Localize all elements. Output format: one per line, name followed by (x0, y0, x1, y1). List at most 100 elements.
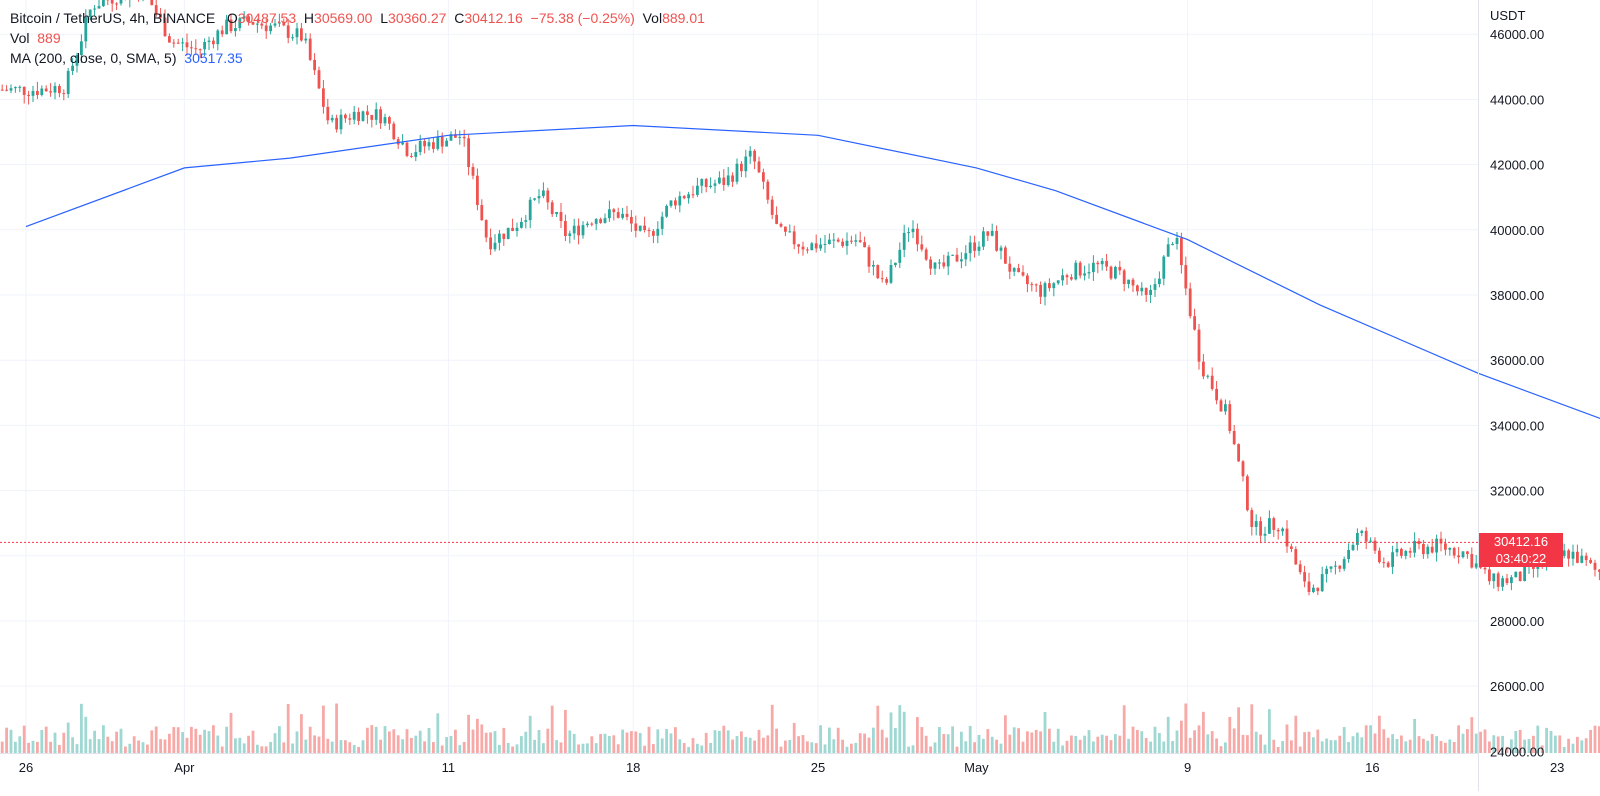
volume-bar (392, 729, 395, 753)
volume-bar (419, 731, 422, 753)
symbol-title[interactable]: Bitcoin / TetherUS, 4h, BINANCE (10, 10, 215, 26)
candle-body (617, 212, 620, 218)
candle-body (1061, 275, 1064, 280)
volume-bar (234, 738, 237, 753)
candle-body (1426, 547, 1429, 554)
price-axis-ticks[interactable]: 46000.0044000.0042000.0040000.0038000.00… (1490, 27, 1544, 759)
candle-body (1096, 263, 1099, 264)
volume-bar (370, 725, 373, 753)
volume-bar (511, 746, 514, 753)
volume-bar (868, 738, 871, 753)
volume-bar (982, 739, 985, 753)
volume-bar (1017, 728, 1020, 753)
candle-body (401, 143, 404, 145)
volume-bar (863, 734, 866, 753)
open-value: 30487.53 (238, 10, 296, 26)
volume-bar (1048, 729, 1051, 753)
volume-bar (194, 729, 197, 753)
volume-bar (718, 731, 721, 753)
candle-body (797, 244, 800, 246)
legend-ma-row[interactable]: MA (200, close, 0, SMA, 5) 30517.35 (10, 48, 705, 68)
volume-bar (1409, 740, 1412, 753)
candle-body (626, 214, 629, 217)
candles (1, 0, 1600, 612)
volume-bar (731, 740, 734, 753)
volume-bar (881, 730, 884, 753)
volume-bar (1303, 732, 1306, 753)
candle-body (837, 240, 840, 242)
volume-bar (265, 746, 268, 753)
candle-body (1250, 510, 1253, 527)
candle-body (467, 138, 470, 167)
time-axis-ticks[interactable]: 26Apr111825May91623Jun713 (19, 760, 1600, 775)
volume-bar (1158, 733, 1161, 753)
volume-bar (1198, 725, 1201, 753)
volume-bar (318, 737, 321, 753)
volume-bar (758, 730, 761, 753)
volume-bar (1259, 735, 1262, 753)
candle-body (722, 178, 725, 185)
candle-body (824, 244, 827, 245)
volume-bar (700, 745, 703, 753)
volume-bar (1431, 734, 1434, 753)
volume-bar (384, 726, 387, 753)
volume-bar (1378, 716, 1381, 753)
candle-body (1246, 476, 1249, 510)
volume-bar (1035, 730, 1038, 753)
candle-body (1114, 267, 1117, 278)
volume-bar (49, 742, 52, 753)
candle-body (1272, 518, 1275, 530)
candle-body (516, 228, 519, 231)
candle-body (529, 200, 532, 220)
candle-body (907, 232, 910, 233)
candle-body (1008, 264, 1011, 272)
candle-body (1140, 288, 1143, 292)
volume-bar (199, 735, 202, 753)
candle-body (1580, 556, 1583, 563)
candle-body (934, 263, 937, 269)
candle-body (1506, 578, 1509, 583)
volume-bar (111, 741, 114, 753)
candle-body (18, 87, 21, 88)
volume-bar (1277, 747, 1280, 753)
candle-body (925, 249, 928, 259)
candle-body (696, 186, 699, 195)
candle-body (49, 91, 52, 92)
candle-body (485, 220, 488, 237)
candle-body (991, 231, 994, 236)
price-tick-label: 34000.00 (1490, 418, 1544, 433)
volume-bar (1140, 731, 1143, 753)
candle-body (1325, 569, 1328, 574)
volume-bar (753, 741, 756, 753)
time-tick-label: 16 (1365, 760, 1379, 775)
volume-bar (274, 733, 277, 753)
volume-bar (498, 745, 501, 753)
candle-body (978, 247, 981, 251)
volume-bar (1316, 730, 1319, 753)
volume-bar (32, 741, 35, 753)
candle-body (1220, 400, 1223, 411)
candle-body (489, 237, 492, 249)
volume-bar (454, 730, 457, 753)
volume-bar (1440, 741, 1443, 753)
volume-bar (705, 733, 708, 753)
candle-body (573, 226, 576, 234)
candle-body (1193, 316, 1196, 329)
candle-body (1431, 547, 1434, 553)
legend-volume-row[interactable]: Vol 889 (10, 28, 705, 48)
candle-body (1352, 545, 1355, 550)
grid-lines (0, 0, 1478, 753)
candle-body (608, 209, 611, 218)
candle-body (1132, 280, 1135, 286)
candle-body (1039, 285, 1042, 297)
volume-bar (806, 741, 809, 753)
candle-body (656, 229, 659, 236)
volume-bar (1356, 733, 1359, 753)
candle-body (1167, 244, 1170, 256)
volume-bar (925, 736, 928, 753)
volume-bar (480, 724, 483, 753)
volume-bar (1224, 742, 1227, 753)
volume-bar (1585, 738, 1588, 753)
